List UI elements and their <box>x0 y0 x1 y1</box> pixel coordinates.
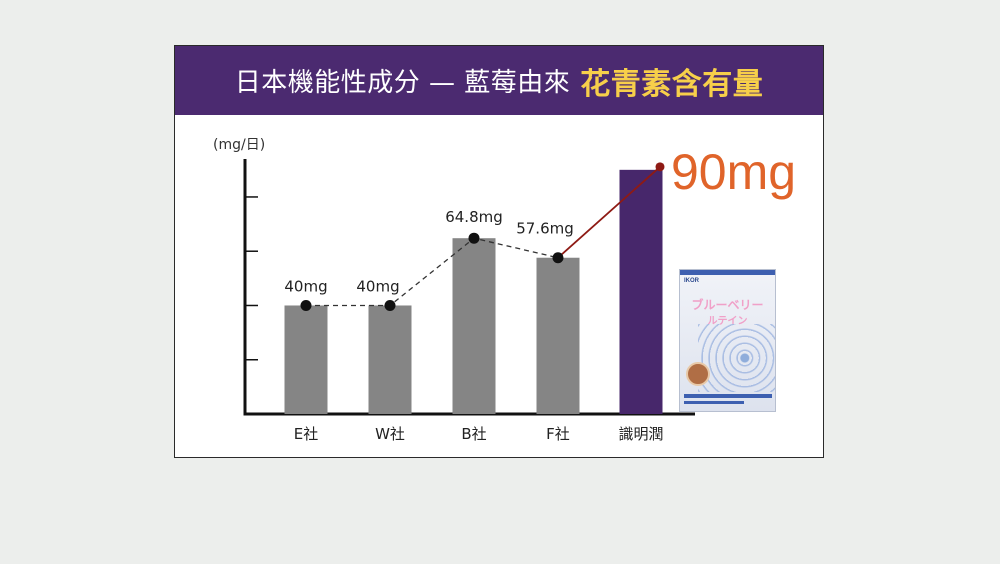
x-tick-label-4: 識明潤 <box>618 425 663 443</box>
header-title: 日本機能性成分 — 藍莓由來 <box>234 68 571 98</box>
product-box-image: IKOR ブルーベリー ルテイン <box>679 269 776 412</box>
data-label-2: 64.8mg <box>445 208 503 226</box>
bar-2 <box>452 238 496 414</box>
product-title-line1: ブルーベリー <box>691 298 764 312</box>
product-info-band-2 <box>684 401 744 404</box>
chart-header: 日本機能性成分 — 藍莓由來 花青素含有量 <box>175 46 823 115</box>
bar-3 <box>536 257 580 414</box>
data-label-highlight: 90mg <box>671 144 796 200</box>
header-highlight: 花青素含有量 <box>580 66 764 102</box>
data-point-3 <box>552 252 564 264</box>
product-brand: IKOR <box>684 278 699 284</box>
highlight-connector-line <box>557 166 661 259</box>
x-tick-label-3: F社 <box>546 425 570 443</box>
chart-card: 日本機能性成分 — 藍莓由來 花青素含有量 (mg/日) 40mg 40mg 64.8… <box>174 45 824 458</box>
product-title-line2: ルテイン <box>707 316 748 327</box>
data-point-0 <box>300 299 312 311</box>
product-top-stripe <box>680 270 775 275</box>
data-point-2 <box>468 232 480 244</box>
product-dot-pattern <box>698 324 775 392</box>
data-label-0: 40mg <box>284 277 327 295</box>
y-axis-label: (mg/日) <box>213 137 265 153</box>
x-tick-label-0: E社 <box>294 425 318 443</box>
highlight-point <box>655 162 665 172</box>
product-info-band <box>684 394 772 398</box>
x-tick-label-2: B社 <box>461 425 486 443</box>
data-label-1: 40mg <box>356 277 399 295</box>
product-seal-icon <box>686 362 710 386</box>
dashed-connector-line <box>306 237 559 307</box>
data-point-1 <box>384 299 396 311</box>
data-label-3: 57.6mg <box>516 220 574 238</box>
bar-chart: (mg/日) 40mg 40mg 64.8mg 57.6mg 90mg E社 W社 B社 F社 識明… <box>213 137 796 443</box>
bar-1 <box>368 305 412 414</box>
bar-0 <box>284 305 328 414</box>
x-tick-label-1: W社 <box>375 425 405 443</box>
bar-4 <box>619 169 663 414</box>
